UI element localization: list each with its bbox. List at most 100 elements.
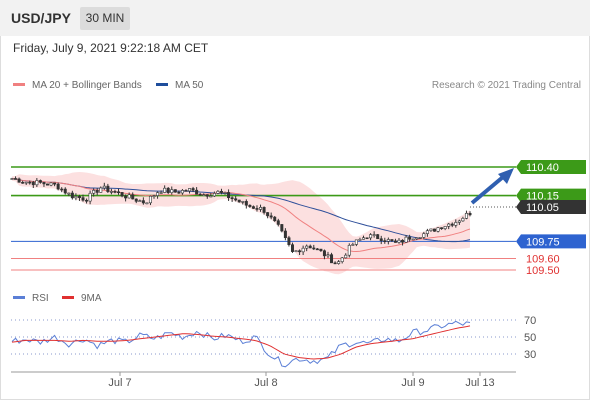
candle-body [46,183,50,186]
candle-body [447,223,451,227]
candle-body [283,230,287,239]
candle-body [390,239,394,242]
candle-body [443,226,447,230]
symbol-title: USD/JPY [11,10,71,26]
candle-body [209,195,213,198]
candle-body [195,189,199,195]
candle-body [212,193,216,197]
candle-body [60,188,64,191]
candle-body [49,182,53,186]
candle-body [95,190,99,193]
candle-body [191,188,195,191]
candle-body [440,227,444,230]
candle-body [315,248,319,251]
level-tag-109.75 [516,234,586,249]
level-tag-110.15 [516,188,586,203]
candle-body [319,248,323,252]
ma9-label: 9MA [81,293,102,304]
timeframe-badge[interactable]: 30 MIN [80,7,130,30]
candle-body [14,178,18,180]
legend-ma50: MA 50 [156,80,203,91]
candle-body [230,197,234,200]
candle-body [464,213,468,219]
candle-body [422,233,426,238]
forecast-arrowhead [498,168,514,184]
candle-body [290,244,294,252]
candle-body [145,202,149,205]
candle-body [163,187,167,193]
candle-body [159,192,163,194]
candle-body [74,196,78,199]
candle-body [31,181,35,186]
candle-body [251,206,255,209]
candle-body [219,190,223,193]
candle-body [67,192,71,195]
candle-body [216,190,220,194]
candle-body [429,228,433,231]
candle-body [361,237,365,240]
candle-body [85,199,89,202]
candle-body [173,189,177,193]
candle-body [262,207,266,213]
level-label-110.15: 110.15 [526,191,559,203]
candle-body [301,247,305,253]
candle-body [42,182,46,185]
candle-body [372,234,376,236]
candle-body [432,228,436,232]
candle-body [408,236,412,240]
candle-body [223,192,227,194]
candle-body [255,208,259,210]
rsi-ma9-line [11,325,471,360]
level-tag-110.05 [516,200,586,215]
chart-datetime: Friday, July 9, 2021 9:22:18 AM CET [13,41,209,55]
x-tick-label: Jul 9 [401,377,424,389]
candle-body [56,183,60,190]
level-label-110.40: 110.40 [526,162,559,174]
candle-body [106,185,110,192]
candle-body [294,250,298,253]
candle-body [88,192,92,202]
ma50-swatch [156,82,168,86]
candle-body [198,193,202,196]
rsi-level-label-70: 70 [524,315,536,327]
candle-body [131,194,135,200]
candle-body [63,188,67,194]
candle-body [152,195,156,197]
candle-body [202,194,206,196]
ma20-line [11,178,471,253]
ma9-swatch [62,295,74,299]
candle-body [411,238,415,241]
candle-body [276,220,280,225]
candle-body [237,199,241,203]
level-label-109.60: 109.60 [526,254,560,266]
candle-body [109,191,113,193]
header-bar: USD/JPY 30 MIN [0,0,590,36]
candle-body [280,224,284,232]
candle-body [124,195,128,199]
candle-body [170,189,174,193]
candle-body [287,237,291,245]
candle-body [340,257,344,262]
candle-body [326,254,330,257]
rsi-level-label-30: 30 [524,349,536,361]
candle-body [354,239,358,245]
candle-body [241,201,245,203]
candle-body [120,192,124,197]
candle-body [308,245,312,249]
candle-body [234,198,238,201]
candle-body [333,262,337,265]
candle-body [205,194,209,197]
candle-body [148,195,152,204]
candle-body [322,250,326,257]
candle-body [21,181,25,184]
candle-body [180,190,184,194]
legend-ma20: MA 20 + Bollinger Bands [13,80,142,91]
x-tick-label: Jul 8 [254,377,277,389]
candle-body [259,207,263,210]
candle-body [28,181,32,184]
candle-body [188,188,192,192]
candle-body [138,200,142,202]
level-label-109.75: 109.75 [526,236,560,248]
candle-body [383,240,387,242]
